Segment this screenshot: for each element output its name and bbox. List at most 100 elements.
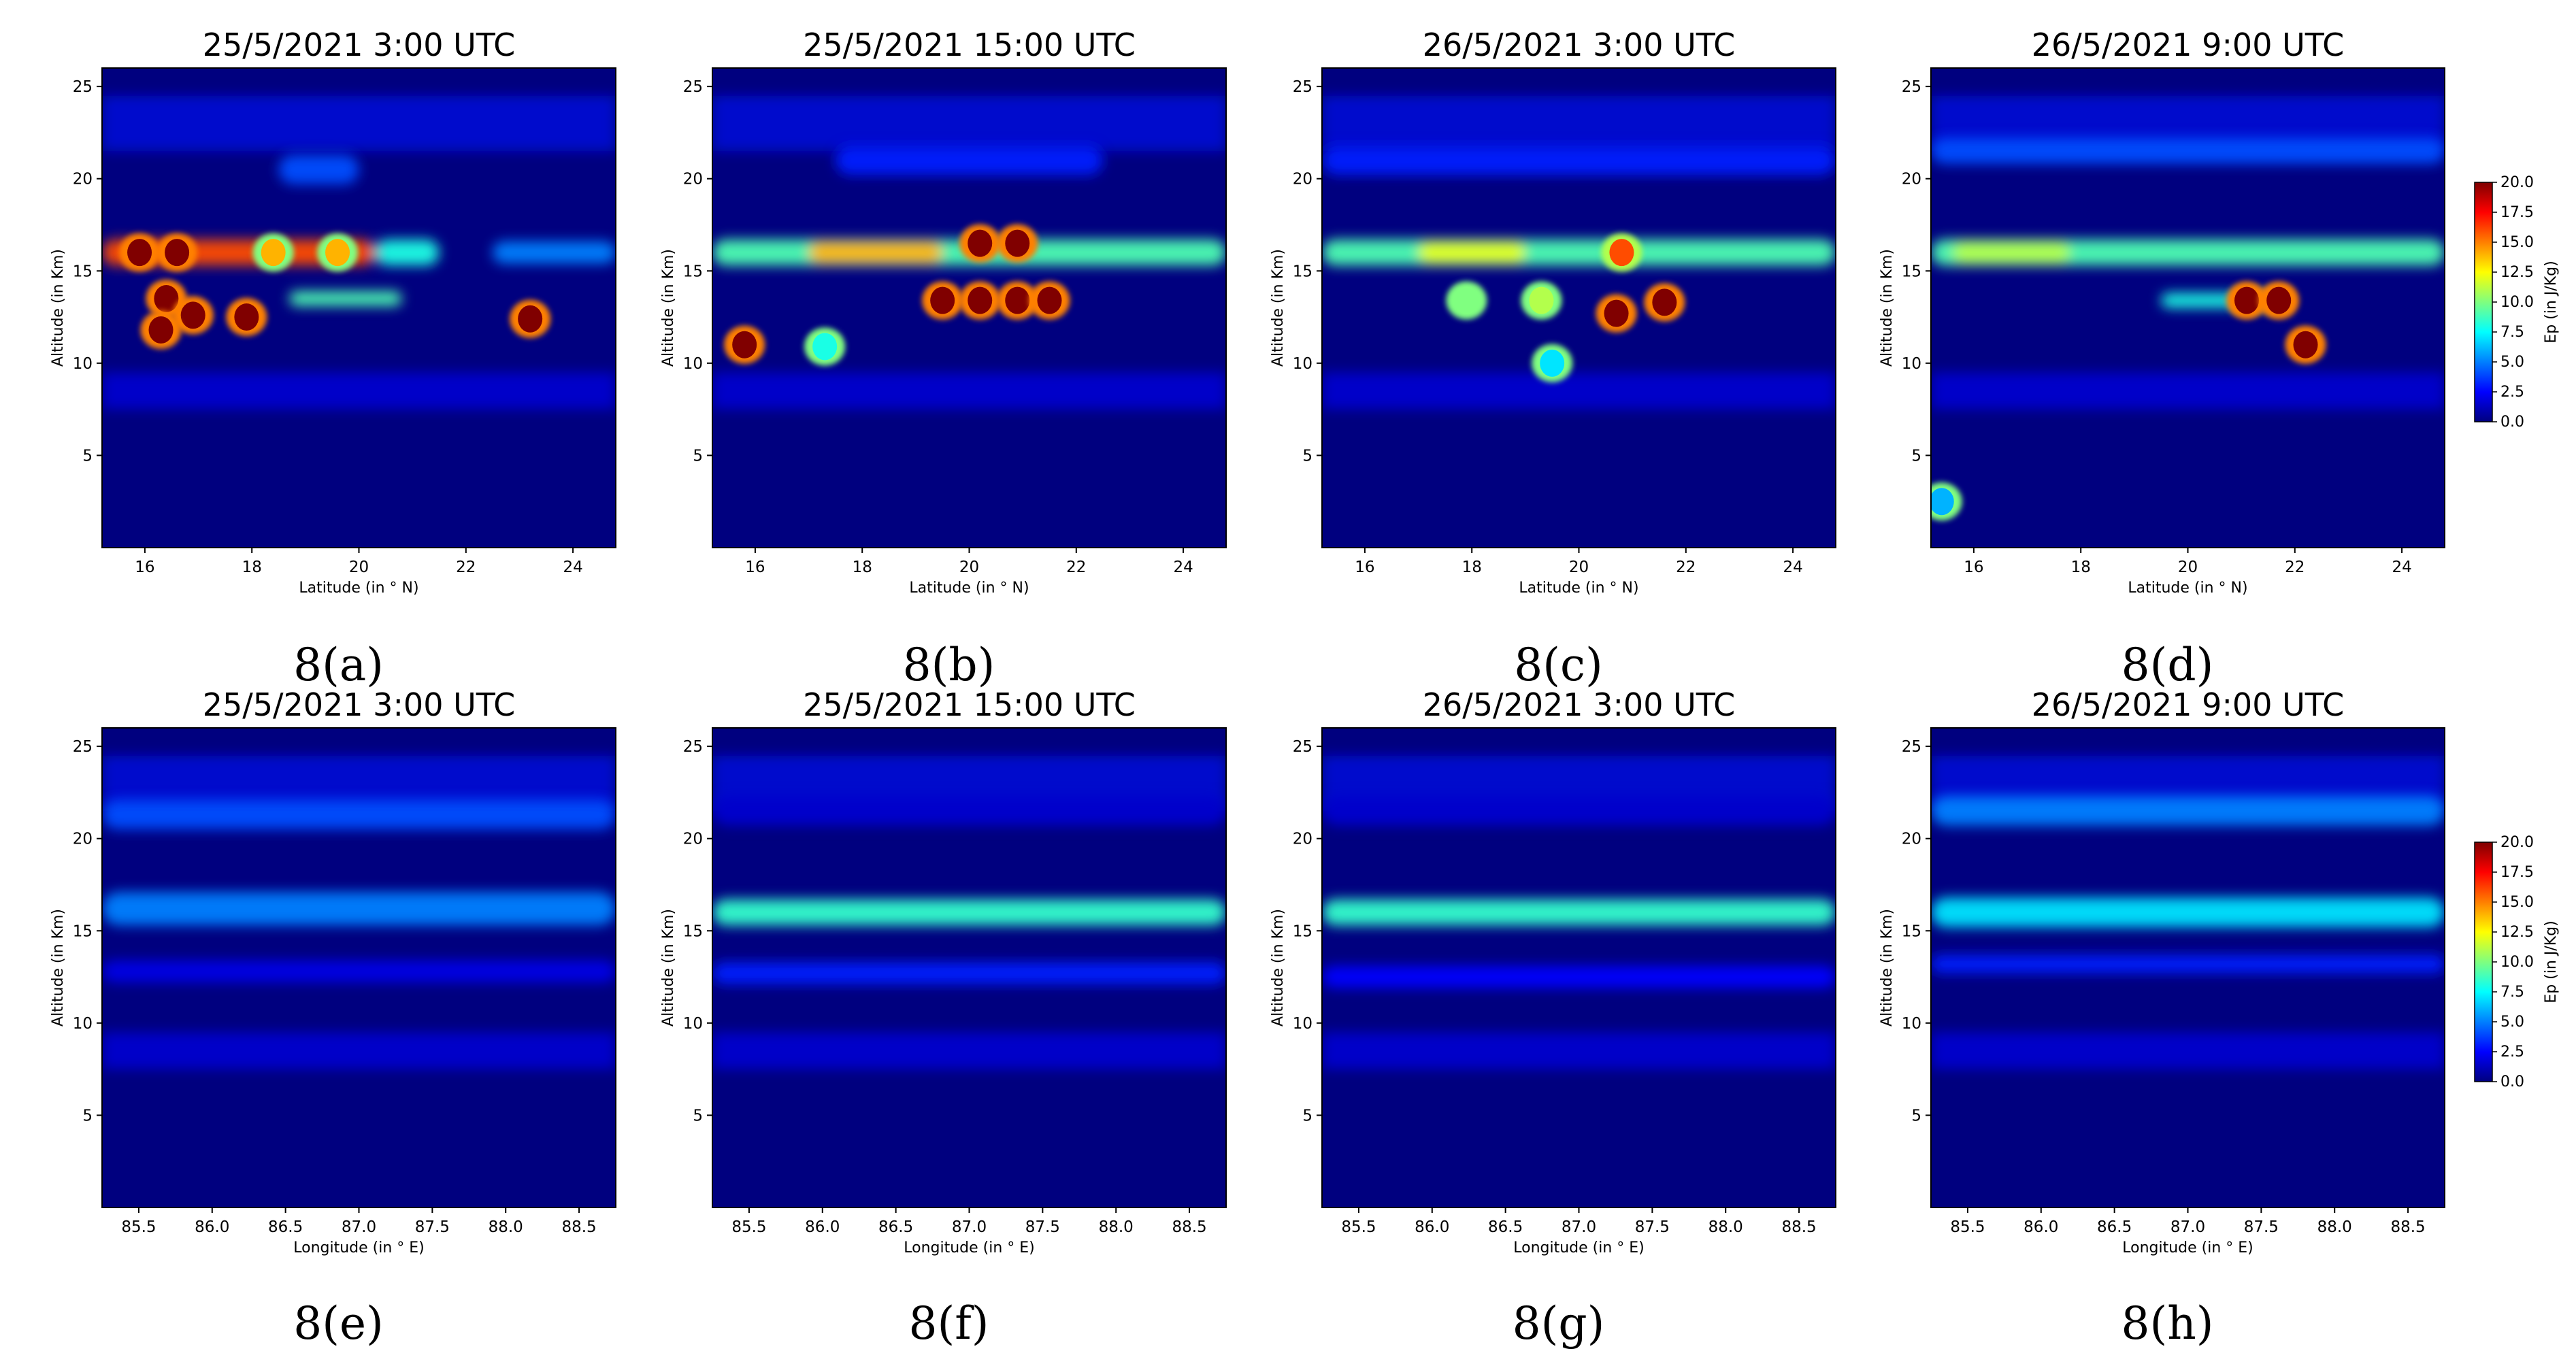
y-tick-label: 10 [1293, 355, 1312, 373]
colorbar-gradient [2474, 842, 2493, 1082]
heat-hotspot [2266, 286, 2292, 314]
heat-haze [102, 372, 616, 410]
x-tick-label: 22 [2285, 559, 2305, 576]
colorbar-tick-label: 15.0 [2500, 234, 2534, 251]
heatmap-panel: 25/5/2021 15:00 UTC 5 10 15 20 25 16 18 20 22 24 La… [660, 27, 1227, 691]
x-tick-label: 86.0 [195, 1218, 229, 1236]
heatmap-panel: 25/5/2021 3:00 UTC 5 10 15 20 25 16 18 20 22 24 Lat… [50, 27, 616, 691]
heat-band [712, 899, 1226, 926]
heatmap-panel: 25/5/2021 15:00 UTC 5 10 15 20 25 85.5 86.0 86.5… [660, 686, 1227, 1350]
colorbar-tick-label: 7.5 [2500, 324, 2524, 341]
x-tick-label: 16 [1355, 559, 1374, 576]
colorbar-tick-label: 0.0 [2500, 414, 2524, 431]
x-axis-label: Longitude (in ° E) [904, 1239, 1035, 1256]
heatmap-panel: 26/5/2021 3:00 UTC 5 10 15 20 25 85.5 86.0 86.5 8… [1270, 686, 1836, 1350]
y-tick-label: 25 [683, 738, 703, 756]
x-tick-label: 85.5 [121, 1218, 156, 1236]
heat-band [1322, 899, 1836, 926]
x-tick-label: 22 [1676, 559, 1696, 576]
heat-hotspot [2293, 331, 2318, 359]
heat-hotspot [154, 284, 179, 312]
x-tick-label: 88.0 [2317, 1218, 2352, 1236]
panel-title: 26/5/2021 3:00 UTC [1423, 27, 1736, 63]
heat-hotspot [968, 286, 993, 314]
x-tick-label: 86.0 [2024, 1218, 2058, 1236]
x-tick-label: 16 [745, 559, 765, 576]
colorbar-tick-label: 12.5 [2500, 924, 2534, 941]
y-tick-label: 5 [1302, 447, 1312, 465]
x-tick-label: 87.5 [1025, 1218, 1060, 1236]
x-tick-label: 88.0 [489, 1218, 523, 1236]
y-tick-label: 25 [73, 78, 93, 96]
heat-band [278, 154, 359, 184]
y-tick-label: 10 [73, 355, 93, 373]
x-tick-label: 87.0 [952, 1218, 987, 1236]
heat-band [808, 241, 943, 264]
heat-hotspot [812, 333, 838, 361]
x-tick-label: 88.5 [561, 1218, 596, 1236]
y-tick-label: 10 [1902, 1015, 1921, 1033]
x-axis-label: Longitude (in ° E) [2122, 1239, 2253, 1256]
heat-hotspot [1604, 299, 1629, 327]
heat-haze [1322, 1032, 1836, 1069]
heat-band [1952, 241, 2070, 264]
y-tick-label: 15 [1293, 922, 1312, 940]
colorbar-tick-label: 10.0 [2500, 294, 2534, 311]
heat-band [1322, 796, 1836, 826]
y-axis-label: Altitude (in Km) [1270, 249, 1287, 367]
x-tick-label: 20 [959, 559, 979, 576]
x-tick-label: 85.5 [731, 1218, 766, 1236]
heatmap-area [712, 68, 1226, 548]
heat-haze [1322, 372, 1836, 410]
x-tick-label: 20 [1569, 559, 1589, 576]
y-tick-label: 5 [82, 1107, 93, 1125]
heat-haze [102, 1032, 616, 1069]
heat-band [1931, 897, 2445, 927]
y-tick-label: 10 [683, 355, 703, 373]
y-axis-label: Altitude (in Km) [1879, 249, 1896, 367]
x-tick-label: 20 [349, 559, 369, 576]
heat-hotspot [148, 316, 174, 344]
y-tick-label: 25 [1902, 78, 1921, 96]
x-tick-label: 87.5 [415, 1218, 450, 1236]
heat-haze [712, 95, 1226, 152]
x-tick-label: 22 [1066, 559, 1086, 576]
x-tick-label: 86.5 [878, 1218, 913, 1236]
heat-band [102, 892, 616, 926]
heatmap-area [102, 68, 616, 548]
y-tick-label: 15 [73, 263, 93, 280]
heatmap-area [1322, 728, 1836, 1207]
y-axis-label: Altitude (in Km) [1270, 909, 1287, 1027]
heat-hotspot [930, 286, 955, 314]
heatmap-area [102, 728, 616, 1207]
heat-hotspot [1037, 286, 1062, 314]
y-tick-label: 5 [82, 447, 93, 465]
heat-hotspot [1005, 286, 1030, 314]
colorbar: 0.0 2.5 5.0 7.5 10.0 12.5 15.0 17.5 20.0 Ep (in J… [2474, 834, 2560, 1090]
colorbar-tick-label: 5.0 [2500, 1014, 2524, 1031]
heat-hotspot [165, 239, 190, 267]
x-tick-label: 18 [242, 559, 262, 576]
x-tick-label: 22 [456, 559, 476, 576]
panel-label: 8(c) [1514, 639, 1602, 691]
y-tick-label: 20 [1293, 831, 1312, 848]
heat-haze [1322, 95, 1836, 152]
panel-label: 8(f) [909, 1297, 989, 1350]
heat-band [712, 796, 1226, 826]
colorbar-tick-label: 2.5 [2500, 1044, 2524, 1061]
x-tick-label: 87.0 [2170, 1218, 2205, 1236]
y-tick-label: 15 [1293, 263, 1312, 280]
x-tick-label: 88.0 [1708, 1218, 1743, 1236]
x-axis-label: Latitude (in ° N) [1519, 580, 1638, 597]
panel-label: 8(g) [1513, 1297, 1605, 1350]
heat-hotspot [2234, 286, 2260, 314]
panel-label: 8(d) [2121, 639, 2214, 691]
colorbar-tick-label: 17.5 [2500, 204, 2534, 221]
y-tick-label: 20 [683, 171, 703, 188]
y-axis-label: Altitude (in Km) [50, 909, 67, 1027]
y-tick-label: 15 [1902, 263, 1921, 280]
colorbar-tick-label: 7.5 [2500, 984, 2524, 1001]
colorbar-tick-label: 12.5 [2500, 264, 2534, 281]
heat-band [712, 962, 1226, 984]
